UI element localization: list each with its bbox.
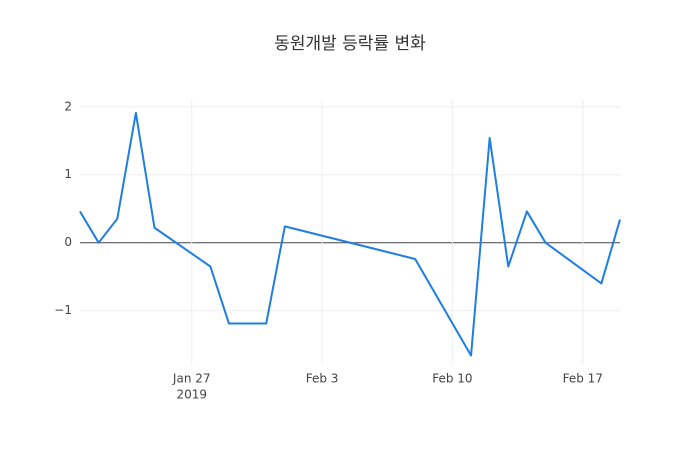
y-tick-label: 2: [64, 99, 72, 113]
x-tick-label: Feb 10: [432, 372, 472, 386]
chart-title: 동원개발 등락률 변화: [274, 34, 426, 54]
line: [79, 111, 621, 357]
y-tick-label: 0: [64, 235, 72, 249]
y-tick-label: −1: [54, 303, 72, 317]
x-tick-label: Feb 17: [563, 372, 603, 386]
x-tick-label: Jan 27: [172, 372, 211, 386]
x-year-label: 2019: [176, 388, 207, 402]
x-tick-label: Feb 3: [306, 372, 339, 386]
y-tick-label: 1: [64, 167, 72, 181]
